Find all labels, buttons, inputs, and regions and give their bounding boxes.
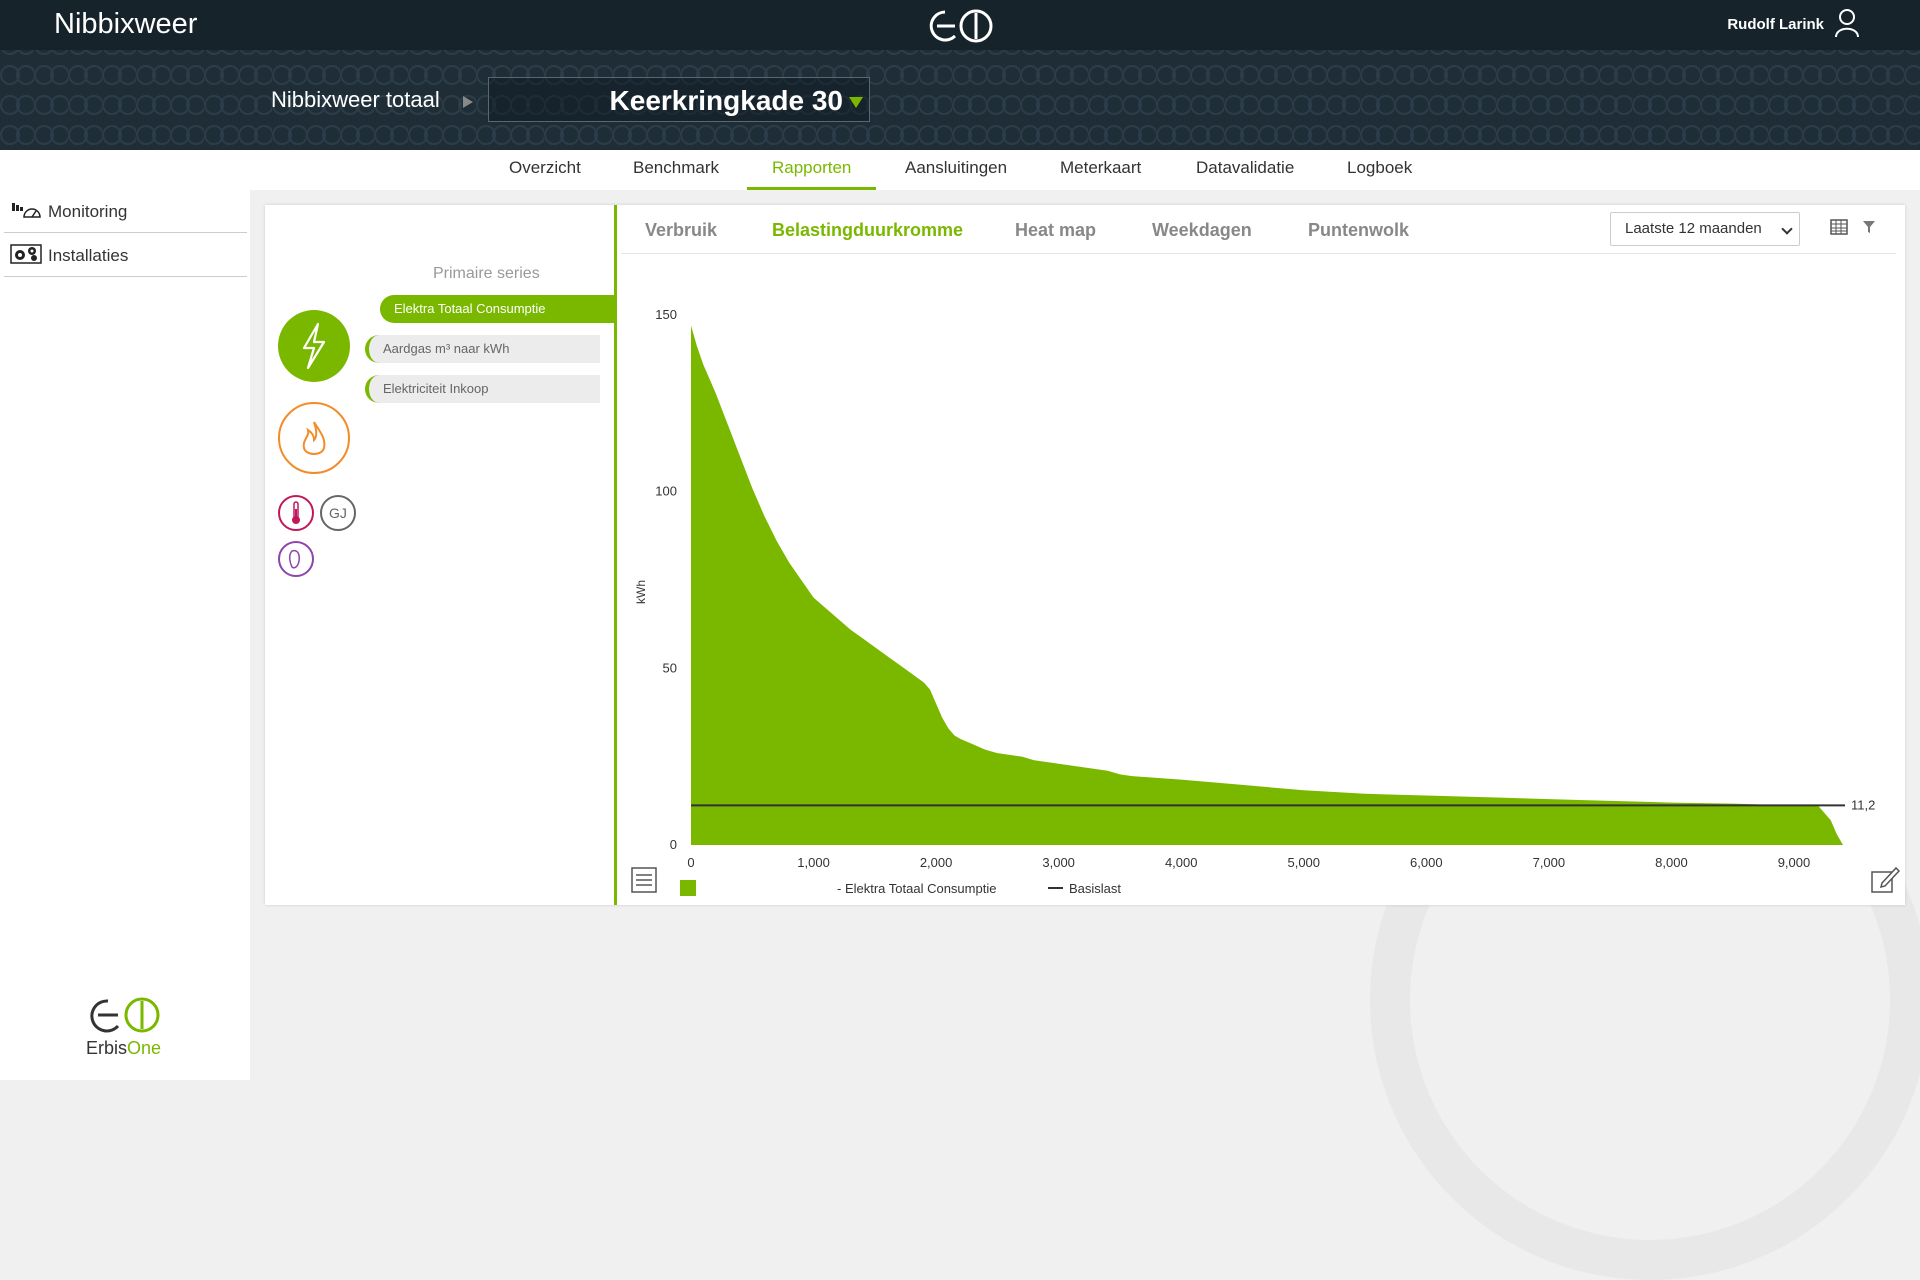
gas-category-button[interactable] <box>278 402 350 474</box>
tab-datavalidatie[interactable]: Datavalidatie <box>1196 158 1295 177</box>
tab-meterkaart[interactable]: Meterkaart <box>1060 158 1142 177</box>
tab-weekdagen[interactable]: Weekdagen <box>1152 220 1252 240</box>
active-tab-indicator <box>747 187 876 190</box>
erbis-logo-icon[interactable] <box>925 7 997 45</box>
legend-label-elektra: - Elektra Totaal Consumptie <box>837 881 996 896</box>
main-nav: Overzicht Benchmark Rapporten Aansluitin… <box>0 150 1920 190</box>
tab-aansluitingen[interactable]: Aansluitingen <box>905 158 1008 177</box>
x-tick-label: 3,000 <box>1042 855 1075 870</box>
monitoring-icon <box>12 203 41 218</box>
user-name[interactable]: Rudolf Larink <box>1727 16 1824 33</box>
tabs-divider <box>621 253 1896 254</box>
period-select[interactable]: Laatste 12 maanden <box>1610 212 1800 246</box>
x-tick-label: 7,000 <box>1533 855 1566 870</box>
menu-icon[interactable] <box>631 867 657 893</box>
footprint-icon <box>288 549 300 569</box>
temperature-category-button[interactable] <box>278 495 314 531</box>
legend-swatch-elektra <box>680 880 696 896</box>
area-series-elektra <box>691 325 1843 846</box>
lightning-icon <box>302 322 326 370</box>
tab-belastingduurkromme[interactable]: Belastingduurkromme <box>772 220 964 240</box>
x-tick-label: 2,000 <box>920 855 953 870</box>
series-elektriciteit-inkoop[interactable]: Elektriciteit Inkoop <box>365 375 600 403</box>
erbisone-wordmark: ErbisOne <box>86 1038 161 1059</box>
location-select[interactable]: Keerkringkade 30 <box>488 77 870 122</box>
sidebar-item-installaties[interactable]: Installaties <box>4 234 247 277</box>
x-tick-label: 5,000 <box>1287 855 1320 870</box>
filter-icon[interactable] <box>1862 220 1876 234</box>
caret-down-icon <box>849 97 863 108</box>
tab-puntenwolk[interactable]: Puntenwolk <box>1308 220 1410 240</box>
y-tick-label: 100 <box>655 484 677 499</box>
tab-logboek[interactable]: Logboek <box>1347 158 1413 177</box>
electricity-category-button[interactable] <box>278 310 350 382</box>
series-elektra-totaal[interactable]: Elektra Totaal Consumptie <box>380 295 617 323</box>
sidebar-item-monitoring[interactable]: Monitoring <box>4 190 247 233</box>
user-icon[interactable] <box>1834 8 1860 38</box>
erbisone-logo-icon <box>90 997 160 1033</box>
x-tick-label: 8,000 <box>1655 855 1688 870</box>
erbisone-wordmark-suffix: One <box>127 1038 162 1058</box>
series-aardgas[interactable]: Aardgas m³ naar kWh <box>365 335 600 363</box>
app-title: Nibbixweer <box>54 8 198 40</box>
tab-overzicht[interactable]: Overzicht <box>509 158 581 177</box>
edit-icon[interactable] <box>1870 865 1900 895</box>
period-select-value: Laatste 12 maanden <box>1625 220 1762 237</box>
breadcrumb-root[interactable]: Nibbixweer totaal <box>271 87 440 112</box>
basislast-data-label: 11,2 <box>1851 797 1875 812</box>
y-tick-label: 150 <box>655 307 677 322</box>
x-tick-label: 6,000 <box>1410 855 1443 870</box>
panel-divider <box>614 205 617 905</box>
sidebar-item-label: Installaties <box>48 246 129 265</box>
report-panel: Primaire series GJ Elektra Totaal Consum… <box>265 205 1905 905</box>
footprint-category-button[interactable] <box>278 541 314 577</box>
load-duration-chart: 11,2 0 50 100 150 0 1,000 2,000 3,000 4,000 5,000 6… <box>634 307 1875 896</box>
header: Nibbixweer Rudolf Larink Nibbixweer tota… <box>0 0 1920 150</box>
sidebar: Monitoring Installaties ErbisOne <box>0 190 250 1080</box>
y-tick-label: 50 <box>663 660 677 675</box>
sidebar-item-label: Monitoring <box>48 202 128 221</box>
erbisone-wordmark-prefix: Erbis <box>86 1038 128 1058</box>
breadcrumb-arrow-icon <box>463 96 473 108</box>
installations-icon <box>10 244 42 264</box>
x-tick-label: 9,000 <box>1778 855 1811 870</box>
x-tick-label: 0 <box>687 855 694 870</box>
y-tick-label: 0 <box>670 837 677 852</box>
legend-label-basislast: Basislast <box>1069 881 1121 896</box>
gj-category-button[interactable]: GJ <box>320 495 356 531</box>
y-axis-label: kWh <box>634 580 648 604</box>
x-tick-label: 4,000 <box>1165 855 1198 870</box>
series-panel: Primaire series GJ Elektra Totaal Consum… <box>265 205 617 905</box>
location-select-value: Keerkringkade 30 <box>609 85 843 116</box>
primary-series-title: Primaire series <box>433 265 540 282</box>
thermometer-icon <box>292 501 300 524</box>
tab-heat-map[interactable]: Heat map <box>1015 220 1097 240</box>
table-icon[interactable] <box>1830 219 1848 235</box>
tab-verbruik[interactable]: Verbruik <box>645 220 718 240</box>
tab-benchmark[interactable]: Benchmark <box>633 158 719 177</box>
x-tick-label: 1,000 <box>797 855 830 870</box>
flame-icon <box>302 421 326 455</box>
tab-rapporten[interactable]: Rapporten <box>772 158 852 177</box>
